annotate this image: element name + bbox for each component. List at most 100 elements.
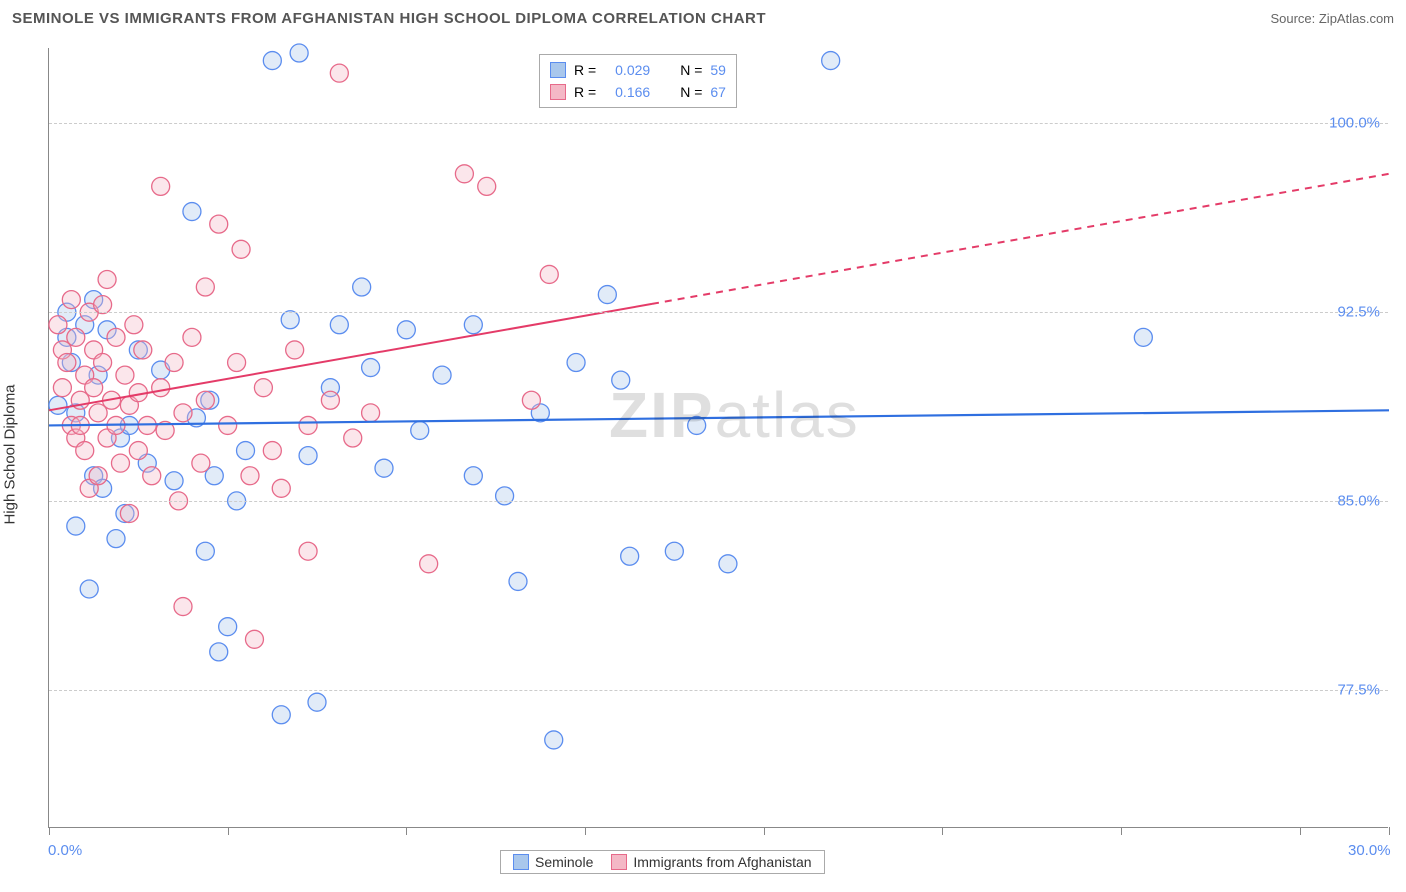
scatter-point (76, 442, 94, 460)
title-bar: SEMINOLE VS IMMIGRANTS FROM AFGHANISTAN … (12, 10, 1394, 27)
legend-stats: R =0.029N =59R =0.166N =67 (539, 54, 737, 108)
scatter-point (196, 542, 214, 560)
gridline (49, 123, 1388, 124)
legend-item: Seminole (513, 854, 593, 870)
scatter-point (89, 467, 107, 485)
scatter-point (237, 442, 255, 460)
scatter-point (143, 467, 161, 485)
scatter-point (152, 379, 170, 397)
scatter-point (263, 442, 281, 460)
x-tick (764, 827, 765, 835)
scatter-point (621, 547, 639, 565)
scatter-point (53, 379, 71, 397)
y-tick-label: 92.5% (1337, 304, 1380, 321)
scatter-point (228, 354, 246, 372)
scatter-point (49, 396, 67, 414)
plot-area: ZIPatlas R =0.029N =59R =0.166N =67 77.5… (48, 48, 1388, 828)
scatter-point (196, 278, 214, 296)
scatter-point (107, 328, 125, 346)
scatter-point (545, 731, 563, 749)
scatter-point (286, 341, 304, 359)
scatter-point (67, 517, 85, 535)
scatter-point (567, 354, 585, 372)
legend-stat-row: R =0.029N =59 (550, 59, 726, 81)
scatter-point (219, 416, 237, 434)
x-tick (1300, 827, 1301, 835)
scatter-point (308, 693, 326, 711)
trend-line-dashed (652, 174, 1389, 304)
x-tick-label: 30.0% (1348, 842, 1391, 859)
scatter-point (49, 316, 67, 334)
x-tick (228, 827, 229, 835)
chart-svg (49, 48, 1388, 827)
legend-item: Immigrants from Afghanistan (611, 854, 811, 870)
scatter-point (321, 391, 339, 409)
gridline (49, 690, 1388, 691)
scatter-point (290, 44, 308, 62)
scatter-point (299, 416, 317, 434)
scatter-point (129, 442, 147, 460)
trend-line (49, 410, 1389, 425)
scatter-point (375, 459, 393, 477)
scatter-point (196, 391, 214, 409)
x-tick (406, 827, 407, 835)
source-label: Source: ZipAtlas.com (1270, 11, 1394, 26)
scatter-point (433, 366, 451, 384)
x-tick (49, 827, 50, 835)
scatter-point (464, 316, 482, 334)
scatter-point (94, 296, 112, 314)
scatter-point (299, 447, 317, 465)
scatter-point (134, 341, 152, 359)
scatter-point (353, 278, 371, 296)
scatter-point (397, 321, 415, 339)
scatter-point (455, 165, 473, 183)
legend-swatch (611, 854, 627, 870)
scatter-point (509, 572, 527, 590)
scatter-point (612, 371, 630, 389)
scatter-point (241, 467, 259, 485)
scatter-point (245, 630, 263, 648)
scatter-point (116, 366, 134, 384)
scatter-point (85, 379, 103, 397)
legend-swatch (550, 62, 566, 78)
scatter-point (330, 64, 348, 82)
x-tick (942, 827, 943, 835)
scatter-point (67, 328, 85, 346)
scatter-point (62, 291, 80, 309)
scatter-point (522, 391, 540, 409)
scatter-point (174, 404, 192, 422)
scatter-point (232, 240, 250, 258)
scatter-point (496, 487, 514, 505)
scatter-point (272, 479, 290, 497)
scatter-point (192, 454, 210, 472)
scatter-point (107, 530, 125, 548)
scatter-point (210, 215, 228, 233)
scatter-point (263, 52, 281, 70)
y-axis-label: High School Diploma (2, 384, 19, 524)
scatter-point (540, 265, 558, 283)
scatter-point (254, 379, 272, 397)
scatter-point (165, 354, 183, 372)
scatter-point (330, 316, 348, 334)
x-tick-label: 0.0% (48, 842, 82, 859)
y-tick-label: 77.5% (1337, 681, 1380, 698)
scatter-point (152, 177, 170, 195)
scatter-point (464, 467, 482, 485)
legend-label: Seminole (535, 854, 593, 870)
scatter-point (362, 404, 380, 422)
scatter-point (58, 354, 76, 372)
scatter-point (420, 555, 438, 573)
y-tick-label: 85.0% (1337, 492, 1380, 509)
scatter-point (111, 454, 129, 472)
legend-stat-row: R =0.166N =67 (550, 81, 726, 103)
scatter-point (281, 311, 299, 329)
scatter-point (822, 52, 840, 70)
legend-label: Immigrants from Afghanistan (633, 854, 811, 870)
y-tick-label: 100.0% (1329, 115, 1380, 132)
legend-series: Seminole Immigrants from Afghanistan (500, 850, 825, 874)
scatter-point (411, 421, 429, 439)
scatter-point (299, 542, 317, 560)
scatter-point (174, 598, 192, 616)
scatter-point (210, 643, 228, 661)
scatter-point (665, 542, 683, 560)
